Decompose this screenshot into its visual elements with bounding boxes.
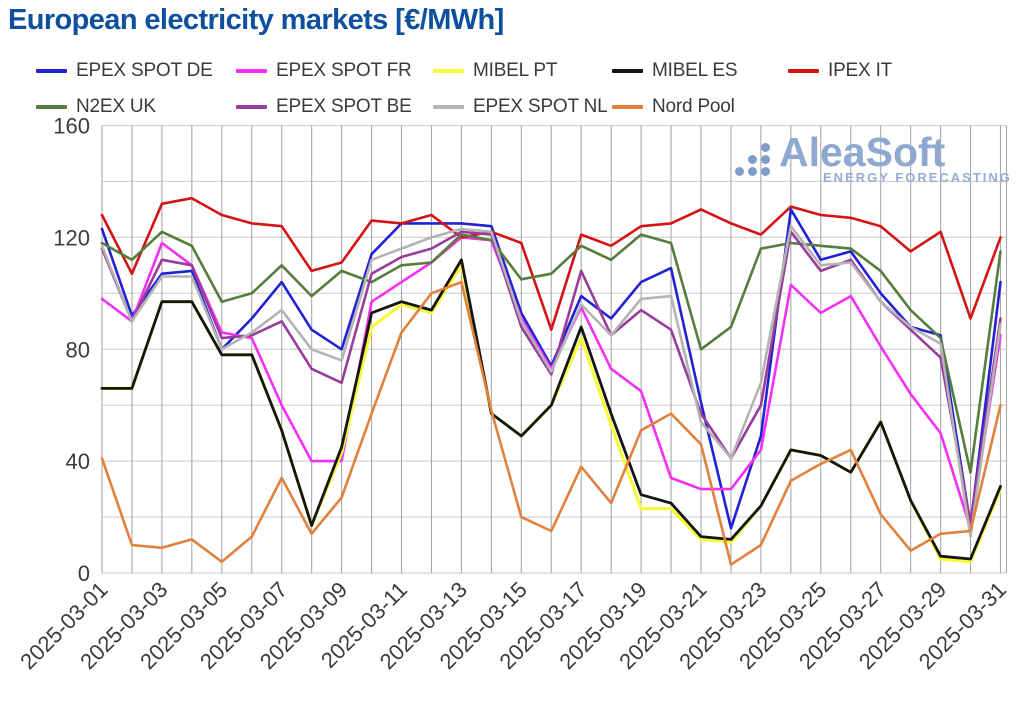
chart-title: European electricity markets [€/MWh] [8,4,504,36]
series-line-mibel-es [100,258,1002,561]
series-line-epex-spot-be [100,230,1002,525]
aleasoft-logo: AleaSoft ENERGY FORECASTING [735,129,1012,185]
logo-brand-name: AleaSoft [779,129,946,175]
series-line-epex-spot-nl [100,224,1002,538]
y-tick-label: 160 [53,114,90,139]
y-tick-label: 40 [66,449,90,474]
y-tick-label: 80 [66,337,90,362]
aleasoft-dots-icon [735,143,770,176]
y-tick-label: 0 [78,561,90,586]
series-line-n2ex-uk [100,230,1002,474]
series-line-nord-pool [100,280,1002,566]
y-tick-label: 120 [53,225,90,250]
series-line-ipex-it [100,196,1002,332]
logo-tagline: ENERGY FORECASTING [823,170,1012,185]
